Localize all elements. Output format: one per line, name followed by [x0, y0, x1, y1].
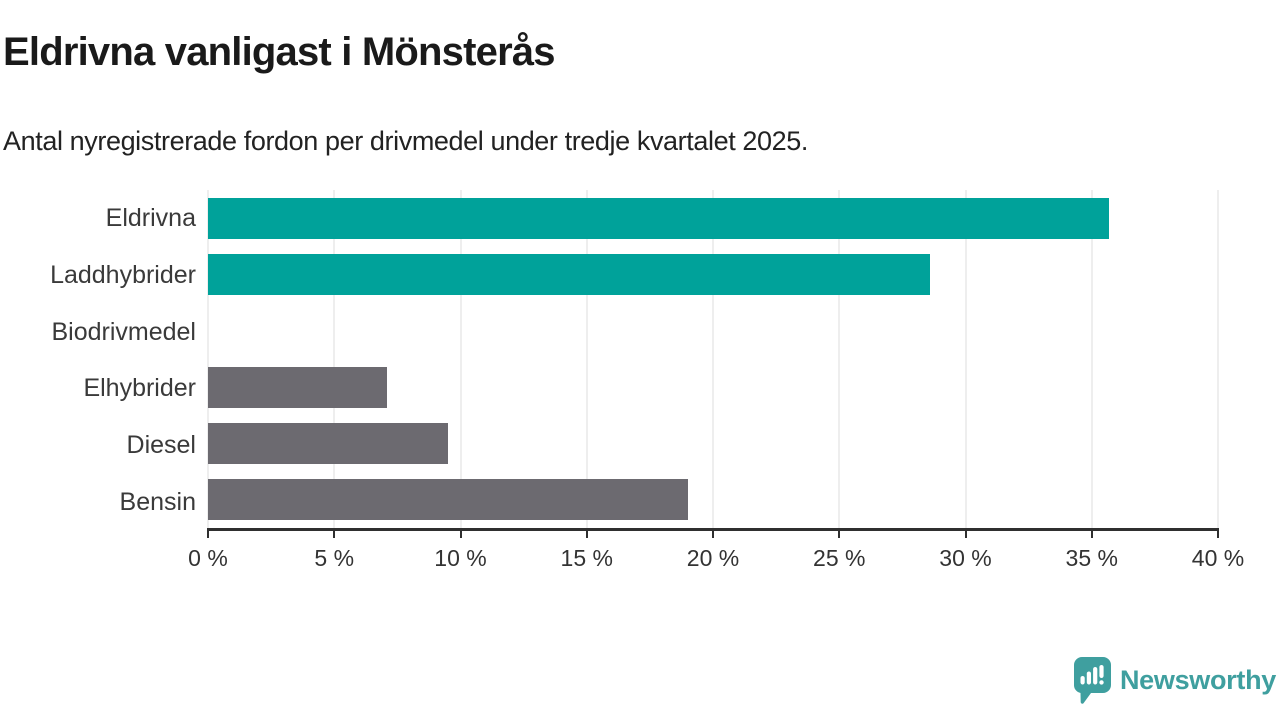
gridline	[838, 190, 840, 528]
x-tick-label: 25 %	[813, 545, 866, 571]
bar-row	[208, 415, 1218, 471]
x-tick-mark	[333, 528, 336, 538]
bar-row	[208, 359, 1218, 415]
bar-row	[208, 190, 1218, 246]
bar-row	[208, 303, 1218, 359]
y-axis-label: Eldrivna	[105, 203, 196, 232]
x-tick-label: 20 %	[686, 545, 740, 571]
bar-laddhybrider	[208, 253, 931, 295]
x-tick-mark	[1217, 528, 1219, 538]
y-axis-label: Bensin	[119, 488, 196, 517]
x-tick-mark	[964, 528, 967, 538]
x-tick-mark	[1090, 528, 1093, 538]
gridlines	[207, 190, 1219, 528]
x-tick-label: 0 %	[188, 545, 228, 571]
page-title: Eldrivna vanligast i Mönsterås	[3, 30, 556, 74]
newsworthy-logo-icon	[1073, 657, 1111, 704]
gridline	[586, 190, 588, 528]
y-axis-label: Elhybrider	[83, 374, 196, 403]
x-tick-label: 40 %	[1191, 545, 1245, 571]
newsworthy-logo-text: Newsworthy	[1119, 665, 1276, 695]
bar-eldrivna	[208, 197, 1110, 239]
gridline	[712, 190, 714, 528]
gridline	[333, 190, 335, 528]
newsworthy-logo: Newsworthy	[1073, 657, 1276, 704]
bar-row	[208, 472, 1218, 528]
x-tick-label: 30 %	[939, 545, 992, 571]
x-tick-mark	[712, 528, 714, 538]
plot-area: 0 % 5 % 10 % 15 % 20 % 25 % 30 % 35 % 40 %	[188, 190, 1244, 571]
bar-chart: Eldrivna Laddhybrider Biodrivmedel Elhybrid…	[0, 190, 1244, 571]
bar-row	[208, 246, 1218, 302]
y-axis-label: Diesel	[126, 431, 196, 460]
x-tick-label: 35 %	[1065, 545, 1118, 571]
x-tick-mark	[585, 528, 588, 538]
x-tick-label: 15 %	[560, 545, 613, 571]
x-tick-label: 5 %	[314, 545, 355, 571]
gridline	[1217, 190, 1219, 528]
chart-subtitle: Antal nyregistrerade fordon per drivmede…	[3, 126, 808, 156]
bar-elhybrider	[208, 366, 388, 408]
bar-bensin	[208, 479, 688, 521]
x-tick-mark	[459, 528, 462, 538]
x-tick-mark	[838, 528, 841, 538]
y-axis-labels: Eldrivna Laddhybrider Biodrivmedel Elhybrid…	[0, 190, 196, 531]
x-tick-mark	[207, 528, 209, 538]
gridline	[965, 190, 966, 528]
gridline	[460, 190, 461, 528]
x-tick-label: 10 %	[434, 545, 487, 571]
gridline	[207, 190, 209, 528]
y-axis-label: Laddhybrider	[50, 260, 196, 289]
y-axis-label: Biodrivmedel	[51, 317, 196, 346]
bar-rows	[208, 190, 1218, 528]
bar-diesel	[208, 422, 448, 464]
gridline	[1091, 190, 1093, 528]
